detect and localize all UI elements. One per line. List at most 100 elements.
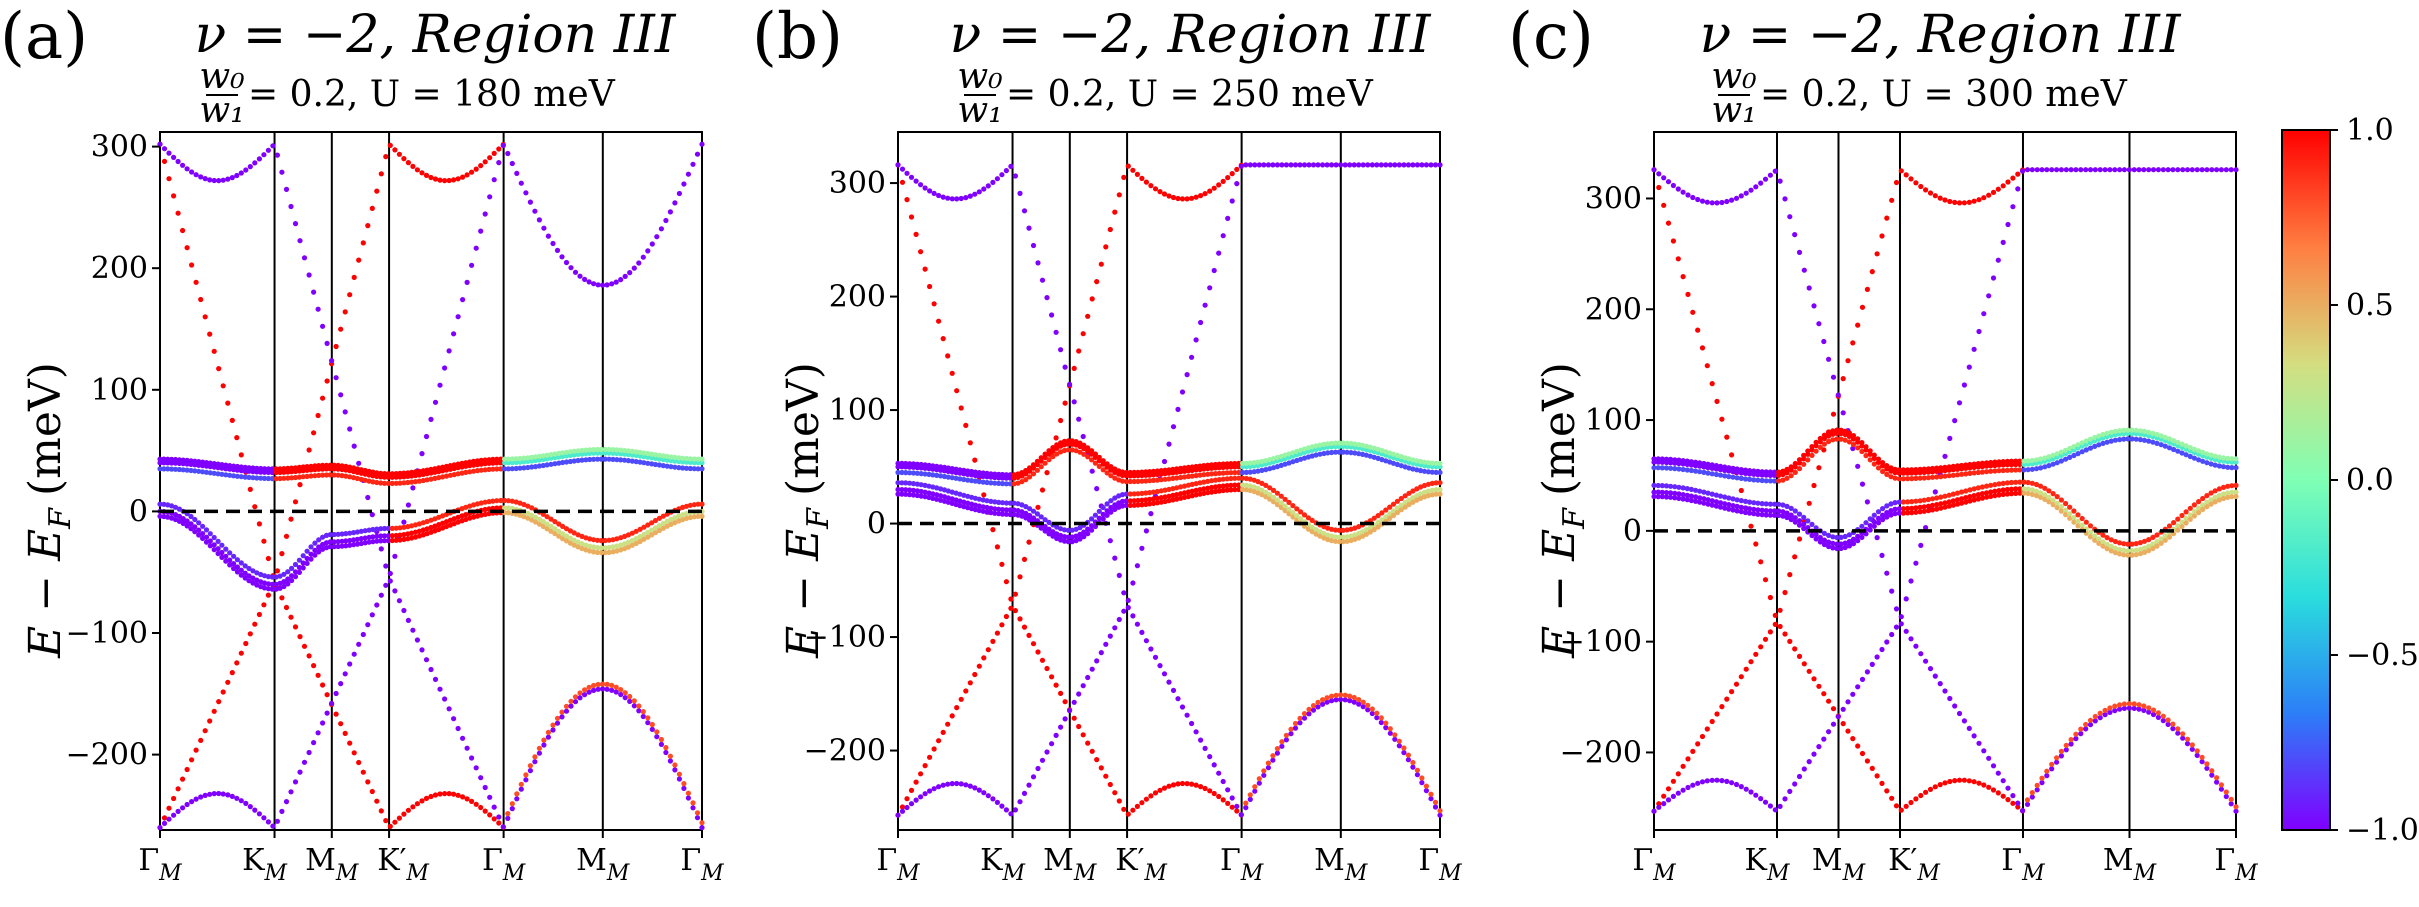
band-point bbox=[1058, 449, 1064, 455]
band-point bbox=[2058, 753, 2064, 759]
band-point bbox=[1909, 476, 1915, 482]
band-point bbox=[1425, 488, 1431, 494]
band-point bbox=[362, 477, 368, 483]
band-point bbox=[908, 214, 915, 220]
band-point bbox=[304, 464, 310, 470]
band-point bbox=[1184, 196, 1190, 202]
band-point bbox=[2010, 793, 2016, 799]
band-point bbox=[1693, 487, 1699, 493]
panel-subtitle: w₀ w₁ = 0.2, U = 300 meV bbox=[1711, 56, 2127, 131]
band-point bbox=[575, 451, 581, 457]
band-point bbox=[401, 536, 407, 543]
band-point bbox=[1975, 469, 1981, 476]
band-point bbox=[1107, 538, 1113, 544]
band-point bbox=[1019, 502, 1025, 508]
band-point bbox=[1108, 464, 1114, 470]
band-point bbox=[1410, 457, 1416, 463]
x-tick-label: MM bbox=[1812, 843, 1866, 886]
band-point bbox=[1347, 698, 1353, 704]
band-point bbox=[1780, 468, 1786, 474]
band-point bbox=[554, 715, 561, 721]
band-point bbox=[1905, 467, 1911, 473]
band-point bbox=[1077, 531, 1083, 538]
band-point bbox=[1309, 529, 1315, 535]
band-point bbox=[2054, 505, 2060, 511]
band-point bbox=[2073, 167, 2079, 173]
band-point bbox=[1166, 476, 1172, 482]
band-point bbox=[1884, 463, 1890, 469]
band-point bbox=[1152, 186, 1159, 192]
band-point bbox=[988, 480, 994, 486]
band-point bbox=[385, 474, 391, 480]
band-point bbox=[180, 162, 186, 168]
band-point bbox=[907, 487, 913, 493]
band-point bbox=[2225, 455, 2231, 461]
band-point bbox=[1348, 450, 1354, 456]
band-point bbox=[2092, 718, 2098, 724]
band-point bbox=[1035, 649, 1041, 655]
band-point bbox=[487, 812, 493, 818]
band-point bbox=[424, 471, 430, 477]
band-point bbox=[455, 792, 461, 798]
band-point bbox=[957, 498, 963, 504]
band-point bbox=[1709, 777, 1715, 783]
band-point bbox=[436, 475, 442, 481]
panel-subtitle: w₀ w₁ = 0.2, U = 180 meV bbox=[199, 56, 615, 131]
band-point bbox=[1693, 498, 1699, 504]
band-point bbox=[1003, 500, 1010, 506]
band-point bbox=[1753, 541, 1759, 547]
band-point bbox=[2187, 453, 2193, 460]
band-point bbox=[1748, 187, 1754, 193]
band-point bbox=[1049, 312, 1055, 318]
band-point bbox=[246, 565, 252, 572]
band-point bbox=[523, 190, 529, 196]
band-point bbox=[1772, 501, 1778, 507]
band-point bbox=[416, 528, 422, 534]
band-point bbox=[1762, 636, 1769, 642]
band-point bbox=[988, 510, 994, 516]
band-point bbox=[2216, 454, 2222, 460]
band-point bbox=[1061, 527, 1068, 533]
band-point bbox=[2199, 754, 2205, 760]
band-point bbox=[1207, 754, 1213, 760]
band-point bbox=[1871, 519, 1877, 525]
band-point bbox=[1724, 198, 1730, 205]
band-point bbox=[1207, 788, 1213, 794]
band-point bbox=[548, 455, 554, 461]
band-point bbox=[1990, 787, 1997, 793]
band-point bbox=[176, 518, 182, 524]
band-point bbox=[1003, 807, 1010, 813]
band-point bbox=[1917, 509, 1923, 515]
band-point bbox=[1157, 663, 1163, 669]
band-point bbox=[1267, 485, 1273, 491]
band-point bbox=[1062, 400, 1068, 406]
band-point bbox=[1670, 238, 1676, 244]
band-point bbox=[1777, 803, 1783, 810]
band-point bbox=[1817, 539, 1823, 545]
band-point bbox=[1947, 778, 1953, 785]
band-point bbox=[219, 462, 225, 468]
band-point bbox=[2154, 539, 2160, 545]
band-point bbox=[296, 464, 302, 470]
band-point bbox=[1104, 461, 1110, 467]
ylabel-main: E − E bbox=[778, 529, 829, 659]
band-point bbox=[604, 282, 610, 288]
band-point bbox=[482, 159, 488, 165]
band-point bbox=[1121, 608, 1127, 614]
band-point bbox=[1085, 531, 1091, 537]
band-point bbox=[1697, 499, 1703, 505]
band-point bbox=[1826, 438, 1832, 445]
band-point bbox=[351, 750, 357, 756]
band-point bbox=[1734, 497, 1740, 503]
band-point bbox=[949, 713, 955, 719]
band-point bbox=[1294, 506, 1300, 512]
band-point bbox=[1103, 773, 1109, 779]
band-point bbox=[2050, 497, 2056, 503]
band-point bbox=[1896, 499, 1902, 505]
band-point bbox=[972, 191, 978, 197]
band-point bbox=[1875, 465, 1882, 471]
band-point bbox=[161, 466, 167, 472]
band-point bbox=[1270, 487, 1277, 493]
band-point bbox=[265, 574, 271, 580]
band-point bbox=[207, 531, 213, 537]
